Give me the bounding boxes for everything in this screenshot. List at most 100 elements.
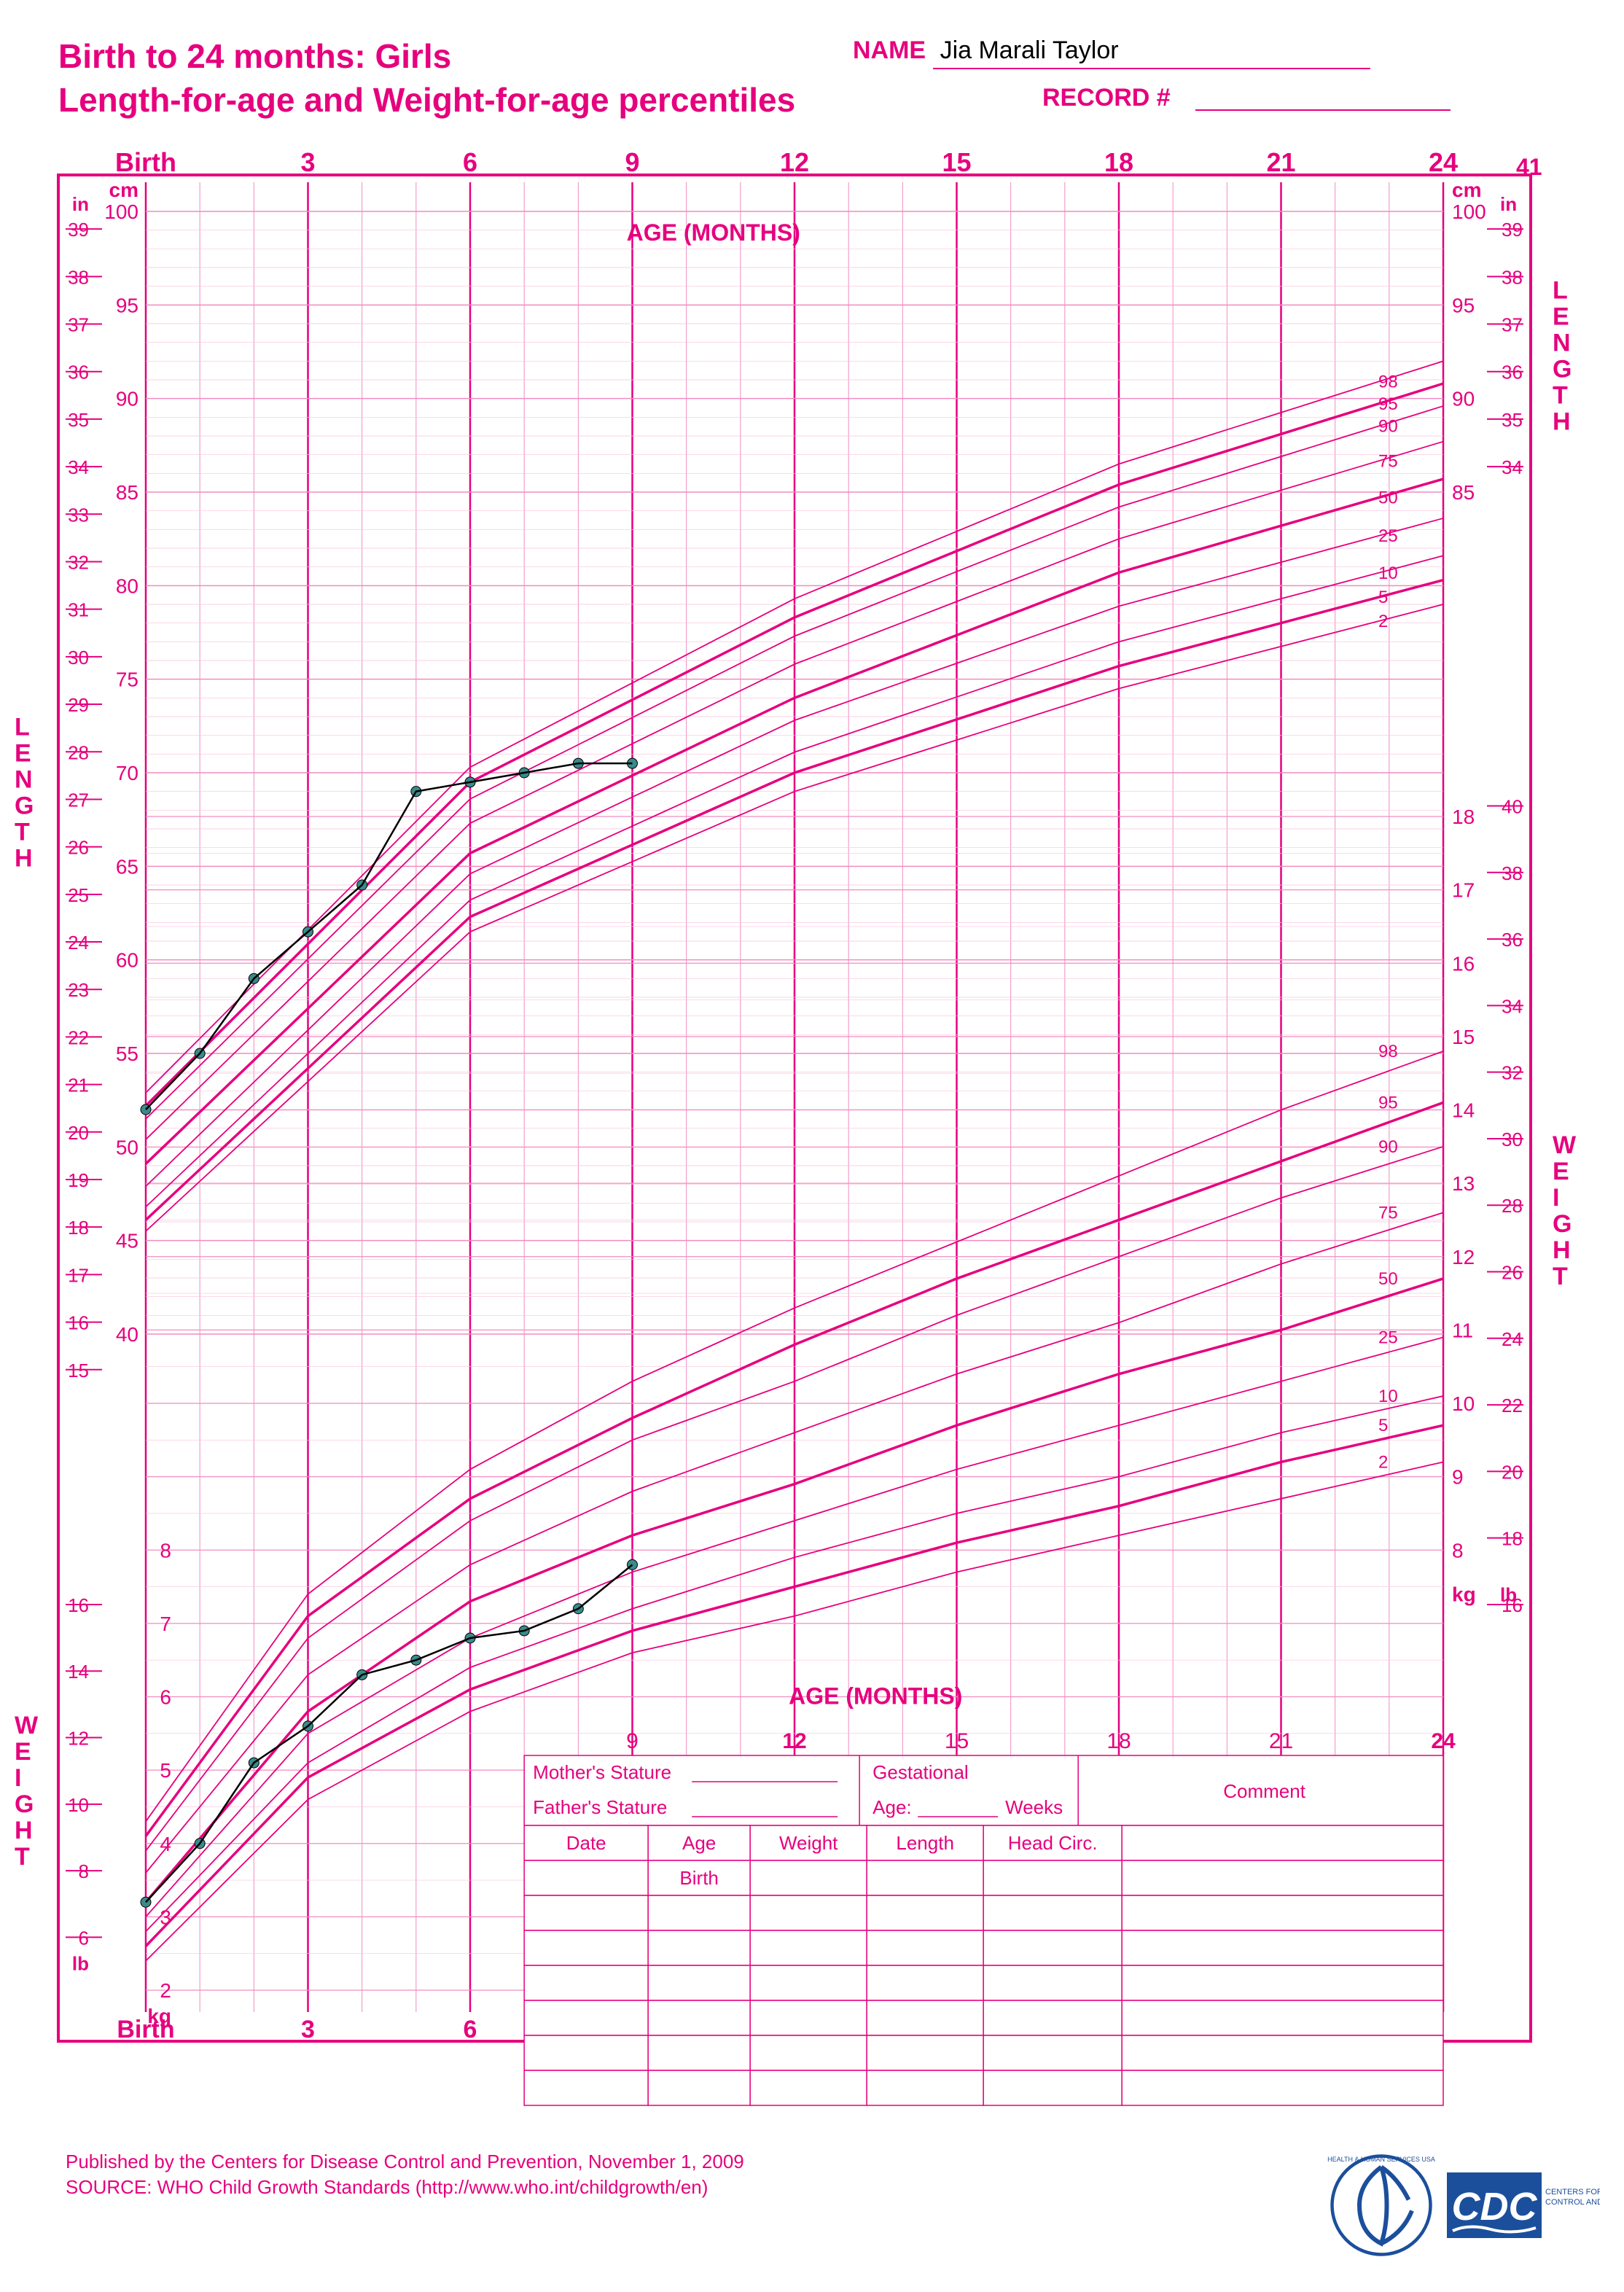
mid-age-tick: 15 bbox=[945, 1729, 969, 1753]
age-tick: 24 bbox=[1429, 147, 1458, 177]
cm-tick-left: 45 bbox=[116, 1230, 138, 1252]
tbl-cell-0-4 bbox=[983, 1860, 1122, 1895]
tbl-cell-4-3 bbox=[867, 2000, 983, 2035]
kg-tick-right: 8 bbox=[1452, 1539, 1464, 1562]
tbl-cell-6-1 bbox=[648, 2070, 750, 2105]
tbl-cell-1-0 bbox=[524, 1895, 648, 1930]
tbl-cell-2-5 bbox=[1122, 1930, 1443, 1965]
kg-label-r: kg bbox=[1452, 1583, 1476, 1605]
cm-tick-left: 75 bbox=[116, 668, 138, 691]
cm-tick-left: 80 bbox=[116, 574, 138, 597]
length-pct-label: 95 bbox=[1378, 394, 1398, 414]
cm-tick-right: 85 bbox=[1452, 481, 1475, 504]
length-pct-label: 10 bbox=[1378, 564, 1398, 583]
age-tick: 6 bbox=[463, 147, 477, 177]
tbl-hdr-1-text: Age bbox=[682, 1832, 716, 1854]
tbl-cell-6-0 bbox=[524, 2070, 648, 2105]
tbl-cell-3-4 bbox=[983, 1965, 1122, 2000]
tbl-cell-3-0 bbox=[524, 1965, 648, 2000]
bottom-age-tick: Birth bbox=[117, 2016, 174, 2043]
age-months-label-bot: AGE (MONTHS) bbox=[789, 1683, 962, 1710]
weight-pct-label: 25 bbox=[1378, 1328, 1398, 1347]
tbl-cell-3-3 bbox=[867, 1965, 983, 2000]
kg-tick-right: 10 bbox=[1452, 1392, 1475, 1415]
mother-stature: Mother's Stature bbox=[533, 1761, 671, 1783]
cm-tick-left: 40 bbox=[116, 1323, 138, 1346]
mid-age-tick: 12 bbox=[782, 1729, 806, 1753]
age-tick: 3 bbox=[300, 147, 315, 177]
tbl-cell-5-3 bbox=[867, 2035, 983, 2070]
cm-label-r: cm bbox=[1452, 179, 1481, 201]
tbl-cell-6-4 bbox=[983, 2070, 1122, 2105]
footer-line-1: Published by the Centers for Disease Con… bbox=[66, 2151, 744, 2173]
length-pct-label: 50 bbox=[1378, 488, 1398, 508]
lb-label-r: lb bbox=[1500, 1583, 1517, 1605]
weight-pct-label: 50 bbox=[1378, 1269, 1398, 1289]
tbl-cell-5-0 bbox=[524, 2035, 648, 2070]
footer-line-2: SOURCE: WHO Child Growth Standards (http… bbox=[66, 2176, 708, 2199]
tbl-hdr-3-text: Length bbox=[896, 1832, 954, 1854]
side-label-length-left: LENGTH bbox=[15, 714, 34, 873]
length-pct-label: 98 bbox=[1378, 373, 1398, 392]
weight-pct-label: 75 bbox=[1378, 1203, 1398, 1223]
weight-pct-label: 5 bbox=[1378, 1416, 1388, 1435]
cm-tick-left: 55 bbox=[116, 1042, 138, 1065]
cm-tick-right: 90 bbox=[1452, 388, 1475, 410]
tbl-cell-3-1 bbox=[648, 1965, 750, 2000]
cm-tick-left: 65 bbox=[116, 855, 138, 878]
tbl-cell-2-1 bbox=[648, 1930, 750, 1965]
tbl-cell-6-5 bbox=[1122, 2070, 1443, 2105]
tbl-cell-4-4 bbox=[983, 2000, 1122, 2035]
comment-label: Comment bbox=[1223, 1780, 1305, 1802]
cm-tick-right: 95 bbox=[1452, 294, 1475, 316]
tbl-cell-1-3 bbox=[867, 1895, 983, 1930]
age-tick: 21 bbox=[1266, 147, 1295, 177]
svg-text:CONTROL AND PREVENTION: CONTROL AND PREVENTION bbox=[1545, 2198, 1600, 2207]
kg-tick-right: 14 bbox=[1452, 1099, 1475, 1122]
kg-tick-right: 16 bbox=[1452, 952, 1475, 975]
svg-text:CENTERS FOR DISEASE: CENTERS FOR DISEASE bbox=[1545, 2188, 1600, 2196]
tbl-cell-1-1 bbox=[648, 1895, 750, 1930]
kg-tick-right: 15 bbox=[1452, 1026, 1475, 1048]
tbl-cell-1-2 bbox=[750, 1895, 867, 1930]
length-pct-label: 2 bbox=[1378, 612, 1388, 631]
age-months-label-top: AGE (MONTHS) bbox=[627, 219, 800, 246]
tbl-cell-0-1-text: Birth bbox=[679, 1867, 718, 1889]
lb-label-l: lb bbox=[72, 1952, 89, 1974]
mid-age-tick: 18 bbox=[1106, 1729, 1131, 1753]
svg-text:HEALTH & HUMAN SERVICES USA: HEALTH & HUMAN SERVICES USA bbox=[1327, 2156, 1435, 2163]
gest-weeks: Weeks bbox=[1005, 1796, 1063, 1818]
kg-tick-right: 9 bbox=[1452, 1466, 1464, 1489]
in-label-l: in bbox=[72, 193, 89, 215]
weight-pct-label: 98 bbox=[1378, 1042, 1398, 1061]
tbl-cell-5-1 bbox=[648, 2035, 750, 2070]
weight-pct-label: 90 bbox=[1378, 1137, 1398, 1157]
bottom-age-tick: 3 bbox=[301, 2016, 315, 2043]
weight-pct-label: 95 bbox=[1378, 1093, 1398, 1112]
tbl-hdr-4-text: Head Circ. bbox=[1008, 1832, 1098, 1854]
tbl-cell-0-5 bbox=[1122, 1860, 1443, 1895]
tbl-cell-1-5 bbox=[1122, 1895, 1443, 1930]
side-label-weight-right: WEIGHT bbox=[1553, 1131, 1577, 1290]
cm-tick-left: 85 bbox=[116, 481, 138, 504]
svg-text:CDC: CDC bbox=[1452, 2185, 1538, 2229]
cm-tick-left: 60 bbox=[116, 949, 138, 972]
tbl-cell-0-0 bbox=[524, 1860, 648, 1895]
tbl-cell-1-4 bbox=[983, 1895, 1122, 1930]
mid-age-tick: 21 bbox=[1269, 1729, 1293, 1753]
cm-tick-left: 70 bbox=[116, 762, 138, 784]
length-pct-label: 25 bbox=[1378, 526, 1398, 546]
label-41: 41 bbox=[1516, 154, 1542, 180]
cm-tick-left: 100 bbox=[104, 200, 138, 223]
in-label-r: in bbox=[1500, 193, 1517, 215]
gest-age: Age: bbox=[872, 1796, 912, 1818]
side-label-length-right: LENGTH bbox=[1553, 276, 1572, 435]
cm-tick-right: 100 bbox=[1452, 200, 1486, 223]
tbl-cell-5-2 bbox=[750, 2035, 867, 2070]
tbl-cell-4-5 bbox=[1122, 2000, 1443, 2035]
mid-age-tick: 9 bbox=[626, 1729, 639, 1753]
kg-tick-left: 7 bbox=[160, 1613, 171, 1635]
length-pct-label: 75 bbox=[1378, 451, 1398, 471]
kg-tick-right: 17 bbox=[1452, 879, 1475, 902]
gestational: Gestational bbox=[872, 1761, 969, 1783]
